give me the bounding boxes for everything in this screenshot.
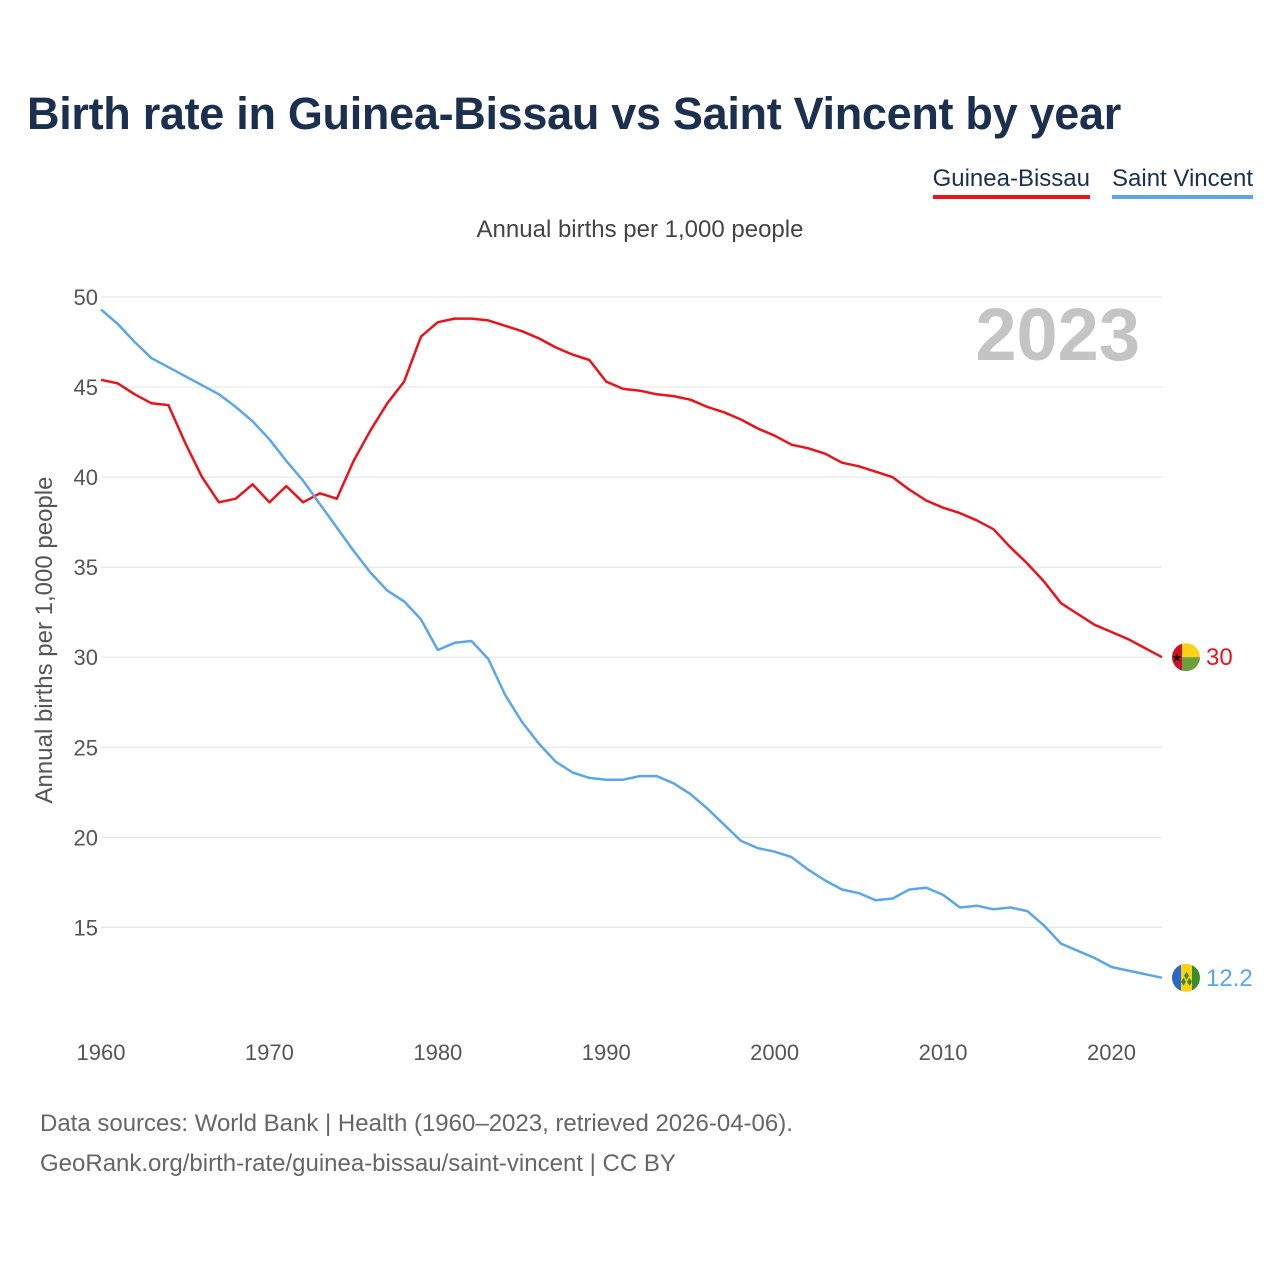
legend-item-guinea-bissau[interactable]: Guinea-Bissau bbox=[932, 165, 1090, 199]
chart-title: Birth rate in Guinea-Bissau vs Saint Vin… bbox=[27, 88, 1121, 139]
guinea-bissau-flag-icon bbox=[1172, 643, 1200, 672]
y-tick-label: 20 bbox=[74, 825, 98, 850]
legend-item-saint-vincent[interactable]: Saint Vincent bbox=[1112, 165, 1253, 199]
x-tick-label: 1970 bbox=[245, 1040, 294, 1065]
y-tick-label: 40 bbox=[74, 465, 98, 490]
footer: Data sources: World Bank | Health (1960–… bbox=[40, 1104, 793, 1184]
footer-url[interactable]: GeoRank.org/birth-rate/guinea-bissau/sai… bbox=[40, 1150, 676, 1177]
x-axis-ticks: 1960 1970 1980 1990 2000 2010 2020 bbox=[77, 1040, 1136, 1065]
y-tick-label: 30 bbox=[74, 645, 98, 670]
chart-subtitle: Annual births per 1,000 people bbox=[476, 216, 804, 243]
end-value-label-saint-vincent: 12.2 bbox=[1206, 965, 1253, 992]
x-tick-label: 2000 bbox=[750, 1040, 799, 1065]
footer-sources: Data sources: World Bank | Health (1960–… bbox=[40, 1110, 793, 1137]
y-axis-ticks: 15 20 25 30 35 40 45 50 bbox=[74, 285, 98, 940]
x-tick-label: 2020 bbox=[1087, 1040, 1136, 1065]
x-tick-label: 2010 bbox=[919, 1040, 968, 1065]
saint-vincent-flag-icon bbox=[1172, 963, 1200, 992]
y-tick-label: 15 bbox=[74, 915, 98, 940]
series-lines bbox=[100, 308, 1163, 980]
y-tick-label: 35 bbox=[74, 555, 98, 580]
legend: Guinea-Bissau Saint Vincent bbox=[932, 165, 1253, 199]
y-tick-label: 45 bbox=[74, 375, 98, 400]
end-value-label-guinea-bissau: 30 bbox=[1206, 644, 1233, 671]
y-tick-label: 25 bbox=[74, 735, 98, 760]
year-watermark: 2023 bbox=[975, 293, 1140, 376]
end-markers: 30 12.2 bbox=[1172, 643, 1253, 992]
x-tick-label: 1990 bbox=[582, 1040, 631, 1065]
line-chart: 2023 Annual births per 1,000 people 15 20… bbox=[31, 285, 1253, 1065]
y-axis-label: Annual births per 1,000 people bbox=[31, 477, 58, 804]
y-tick-label: 50 bbox=[74, 285, 98, 310]
x-tick-label: 1980 bbox=[413, 1040, 462, 1065]
grid-lines bbox=[101, 296, 1162, 928]
series-line-saint-vincent[interactable] bbox=[100, 308, 1163, 980]
series-line-guinea-bissau[interactable] bbox=[100, 317, 1163, 659]
x-tick-label: 1960 bbox=[77, 1040, 126, 1065]
